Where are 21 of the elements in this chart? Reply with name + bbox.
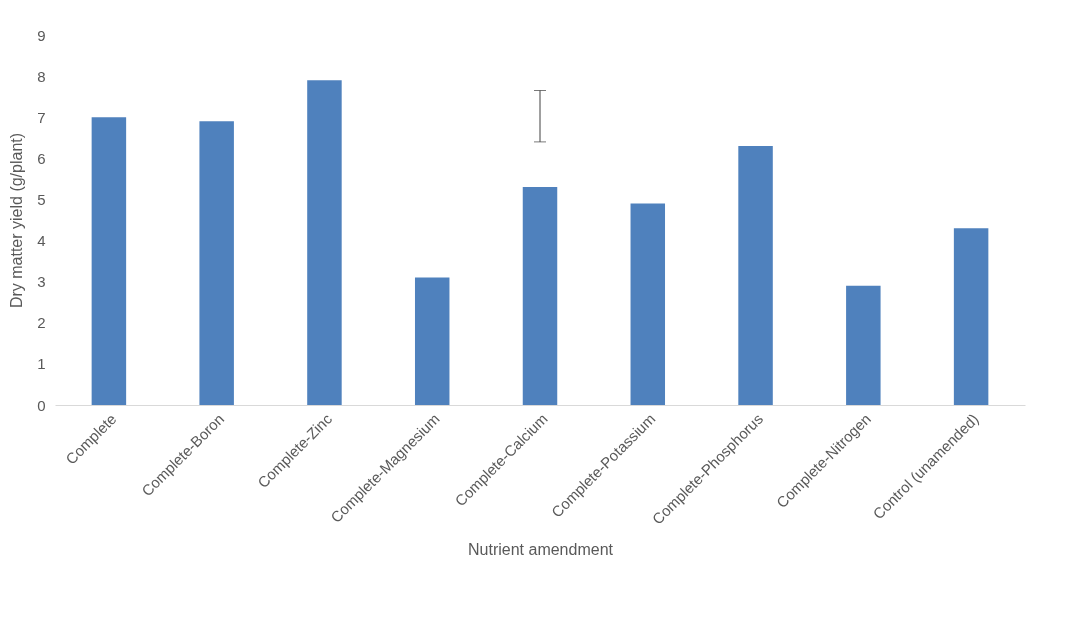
y-tick-label: 4 [37, 232, 46, 250]
y-axis-title: Dry matter yield (g/plant) [8, 132, 26, 309]
y-tick-label: 1 [37, 355, 46, 373]
bar [522, 187, 558, 405]
bar [91, 117, 127, 405]
bar [846, 285, 881, 405]
y-tick-label: 8 [37, 67, 46, 85]
bar [307, 80, 342, 405]
bar [738, 146, 773, 405]
y-tick-label: 2 [37, 314, 46, 332]
y-tick-label: 9 [37, 26, 46, 44]
bar [199, 121, 234, 405]
bar [953, 228, 989, 405]
bar [630, 203, 666, 405]
y-tick-label: 0 [37, 396, 46, 414]
y-tick-label: 7 [37, 108, 46, 126]
bar [414, 277, 450, 405]
y-tick-label: 3 [37, 273, 46, 291]
y-tick-label: 5 [37, 190, 46, 208]
y-tick-label: 6 [37, 149, 46, 167]
x-axis-title: Nutrient amendment [468, 540, 614, 558]
